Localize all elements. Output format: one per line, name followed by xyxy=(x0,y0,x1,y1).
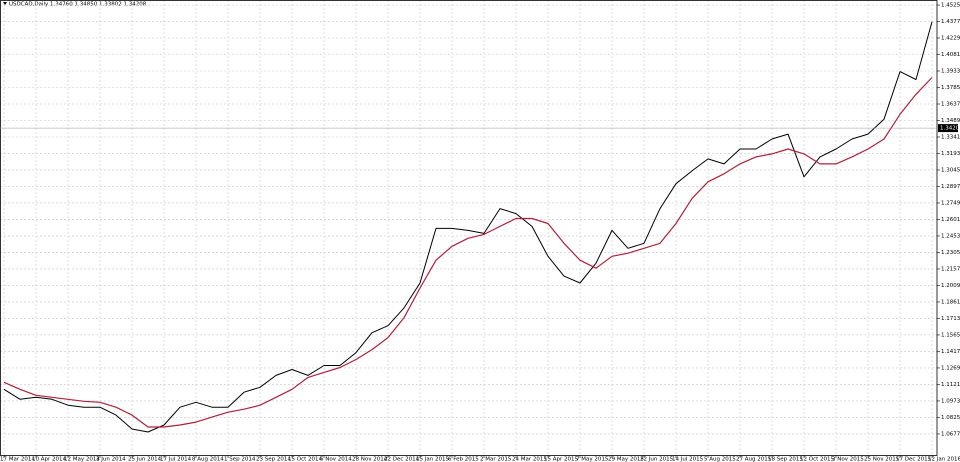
y-tick-label: 1.09730 xyxy=(941,398,960,404)
y-tick-label: 1.12690 xyxy=(941,365,960,371)
y-tick-label: 1.20090 xyxy=(941,283,960,289)
y-tick-label: 1.43770 xyxy=(941,19,960,25)
x-tick-label: 24 Mar 2015 xyxy=(512,457,547,462)
x-tick-label: 8 Aug 2014 xyxy=(192,457,224,462)
x-tick-label: 14 Jul 2015 xyxy=(672,457,704,462)
plot-frame xyxy=(0,0,938,456)
y-tick-label: 1.17130 xyxy=(941,316,960,322)
y-tick-label: 1.45250 xyxy=(941,3,960,9)
x-tick-label: 25 Jun 2014 xyxy=(128,457,162,462)
x-tick-label: 22 Dec 2014 xyxy=(384,457,420,462)
x-tick-label: 12 May 2014 xyxy=(64,457,100,462)
chart-title: USDCAD,Daily 1.34760 1.34850 1.33802 1.3… xyxy=(9,2,147,8)
y-tick-label: 1.08250 xyxy=(941,415,960,421)
x-tick-label: 12 Oct 2015 xyxy=(800,457,835,462)
y-tick-label: 1.14170 xyxy=(941,349,960,355)
x-tick-label: 29 May 2015 xyxy=(608,457,644,462)
x-tick-label: 1 Sep 2014 xyxy=(224,457,256,462)
x-tick-label: 3 Jun 2014 xyxy=(96,457,126,462)
x-tick-label: 2 Mar 2015 xyxy=(480,457,512,462)
x-tick-label: 7 May 2015 xyxy=(576,457,609,462)
x-tick-label: 25 Nov 2015 xyxy=(864,457,900,462)
y-tick-label: 1.11210 xyxy=(941,382,960,388)
x-tick-label: 23 Sep 2014 xyxy=(256,457,291,462)
x-tick-label: 6 Nov 2014 xyxy=(320,457,352,462)
y-tick-label: 1.26010 xyxy=(941,217,960,223)
x-tick-label: 17 Jul 2014 xyxy=(160,457,192,462)
y-tick-label: 1.23050 xyxy=(941,250,960,256)
y-tick-label: 1.37850 xyxy=(941,85,960,91)
x-tick-label: 12 Jan 2016 xyxy=(928,457,960,462)
y-tick-label: 1.36370 xyxy=(941,101,960,107)
y-tick-label: 1.40810 xyxy=(941,52,960,58)
x-tick-label: 15 Oct 2014 xyxy=(288,457,323,462)
x-tick-label: 15 Apr 2015 xyxy=(544,457,579,462)
y-tick-label: 1.33410 xyxy=(941,134,960,140)
x-tick-label: 22 Jun 2015 xyxy=(640,457,674,462)
x-tick-label: 15 Jan 2015 xyxy=(416,457,449,462)
y-tick-label: 1.06770 xyxy=(941,431,960,437)
x-tick-label: 28 Nov 2014 xyxy=(352,457,388,462)
x-tick-label: 18 Sep 2015 xyxy=(768,457,803,462)
y-tick-label: 1.39330 xyxy=(941,69,960,75)
y-tick-label: 1.24530 xyxy=(941,233,960,239)
x-tick-label: 27 Aug 2015 xyxy=(736,457,772,462)
last-price-label: 1.34208 xyxy=(940,126,960,132)
y-tick-label: 1.28970 xyxy=(941,184,960,190)
x-tick-label: 17 Mar 2014 xyxy=(0,457,35,462)
x-tick-label: 3 Nov 2015 xyxy=(832,457,864,462)
y-tick-label: 1.21570 xyxy=(941,266,960,272)
y-tick-label: 1.31930 xyxy=(941,151,960,157)
last-price-box xyxy=(938,124,958,133)
y-tick-label: 1.18610 xyxy=(941,299,960,305)
y-tick-label: 1.42290 xyxy=(941,36,960,42)
y-tick-label: 1.30450 xyxy=(941,167,960,173)
x-tick-label: 10 Apr 2014 xyxy=(32,457,67,462)
x-tick-label: 5 Aug 2015 xyxy=(704,457,736,462)
y-tick-label: 1.15650 xyxy=(941,332,960,338)
x-tick-label: 6 Feb 2015 xyxy=(448,457,479,462)
title-icon xyxy=(3,2,7,5)
x-tick-label: 17 Dec 2015 xyxy=(896,457,932,462)
price-line xyxy=(3,77,933,428)
y-tick-label: 1.34890 xyxy=(941,118,960,124)
y-tick-label: 1.27490 xyxy=(941,200,960,206)
